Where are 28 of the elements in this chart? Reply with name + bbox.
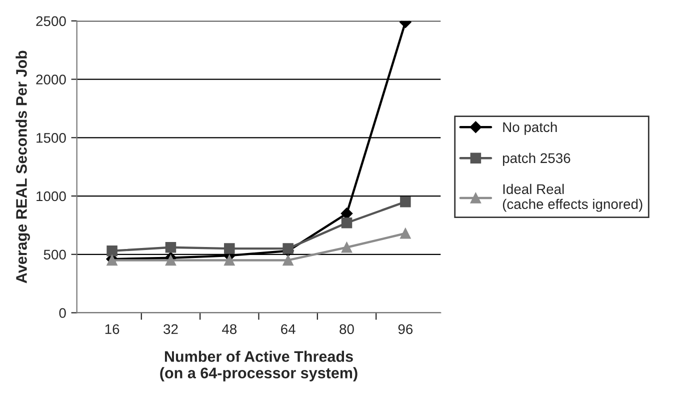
x-axis-title: Number of Active Threads (on a 64-processor system): [160, 350, 358, 382]
x-tick-label: 64: [281, 324, 296, 334]
y-axis-title: Average REAL Seconds Per Job: [16, 50, 30, 284]
legend-label: Ideal Real (cache effects ignored): [502, 184, 642, 212]
legend-label: No patch: [503, 122, 557, 135]
point: [165, 242, 176, 253]
y-tick-label: 2500: [36, 16, 66, 26]
x-tick-label: 96: [398, 324, 413, 334]
point: [341, 242, 352, 253]
point: [282, 254, 294, 266]
point: [224, 243, 235, 254]
y-tick-label: 0: [59, 308, 66, 318]
point: [106, 246, 118, 256]
point: [224, 254, 235, 266]
point: [165, 254, 176, 266]
x-tick-label: 16: [105, 324, 120, 334]
point: [341, 217, 352, 228]
point: [400, 196, 411, 208]
x-tick-label: 48: [222, 324, 237, 334]
y-tick-label: 1000: [36, 191, 66, 202]
point: [282, 243, 294, 254]
y-tick-label: 2000: [36, 74, 66, 84]
x-tick-label: 32: [164, 324, 178, 334]
y-tick-label: 500: [44, 250, 66, 260]
y-tick-label: 1500: [36, 132, 66, 143]
legend-label: patch 2536: [502, 152, 570, 166]
x-tick-label: 80: [340, 324, 354, 334]
point: [400, 228, 411, 239]
